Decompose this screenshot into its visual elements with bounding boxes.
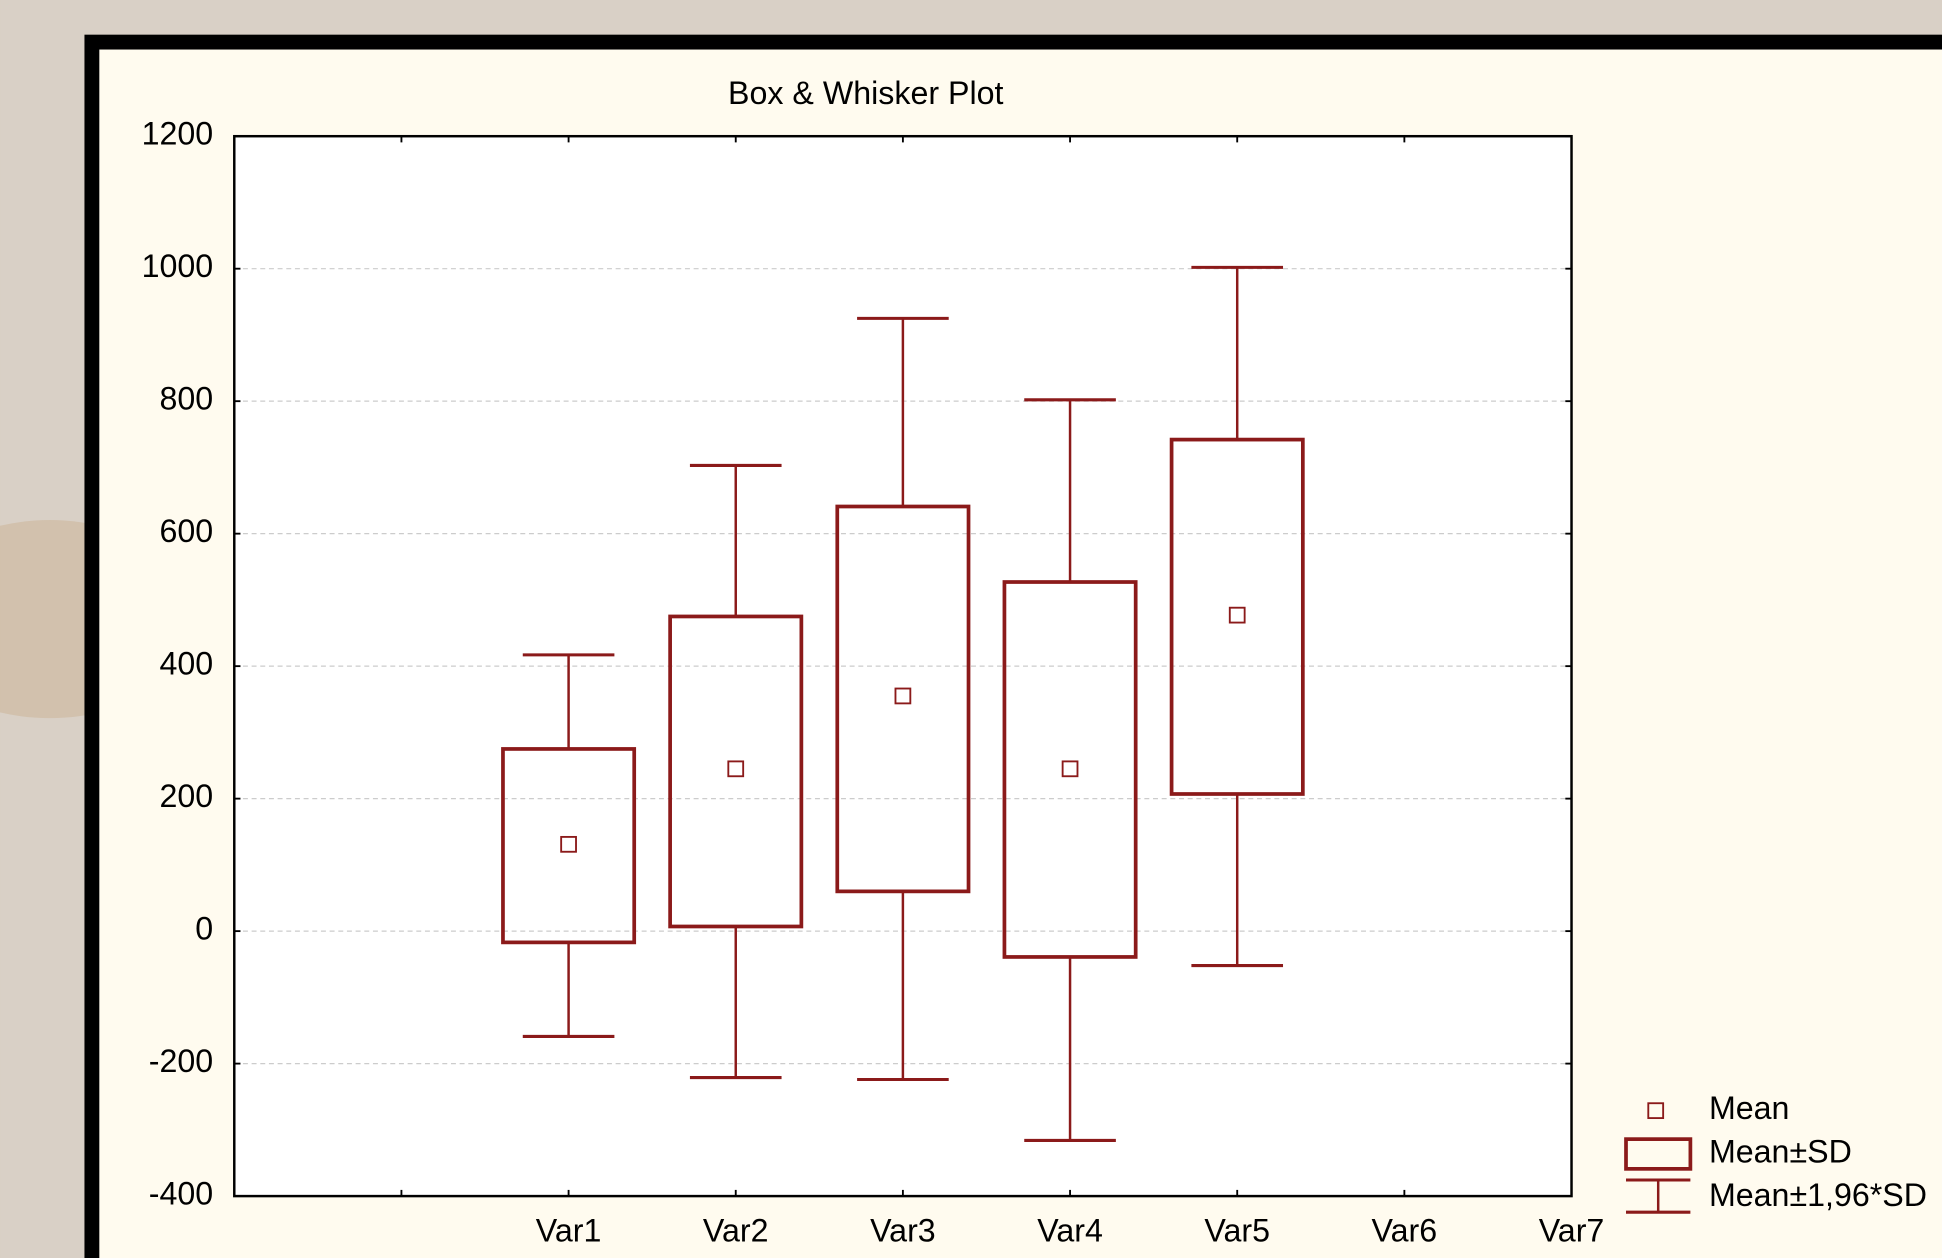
y-tick-label: 0 [195,911,213,947]
legend-label: Mean [1709,1090,1790,1126]
y-tick-label: 200 [160,778,214,814]
mean-marker [1228,606,1246,624]
y-tick-label: 1200 [142,116,214,152]
sd-box [668,614,804,929]
x-tick-label: Var5 [1204,1213,1270,1249]
legend-mean-symbol [1647,1102,1665,1120]
sd-box [1169,437,1305,796]
mean-marker [727,760,745,778]
sd-box [1002,580,1138,959]
y-tick-label: 1000 [142,248,214,284]
x-tick-label: Var2 [703,1213,769,1249]
sd-box [501,747,637,945]
x-tick-label: Var7 [1539,1213,1605,1249]
y-tick-label: -200 [149,1043,213,1079]
x-tick-label: Var3 [870,1213,936,1249]
sd-box [835,504,971,894]
mean-marker [894,687,912,705]
y-tick-label: 600 [160,513,214,549]
x-tick-label: Var4 [1037,1213,1103,1249]
x-tick-label: Var6 [1372,1213,1438,1249]
legend-label: Mean±1,96*SD [1709,1177,1927,1213]
y-tick-label: -400 [149,1176,213,1212]
mean-marker [560,835,577,853]
legend-sd-symbol [1624,1137,1693,1171]
x-tick-label: Var1 [536,1213,602,1249]
mean-marker [1061,760,1079,778]
legend-label: Mean±SD [1709,1133,1852,1169]
y-tick-label: 400 [160,646,214,682]
chart-title: Box & Whisker Plot [728,75,1004,111]
y-tick-label: 800 [160,381,214,417]
